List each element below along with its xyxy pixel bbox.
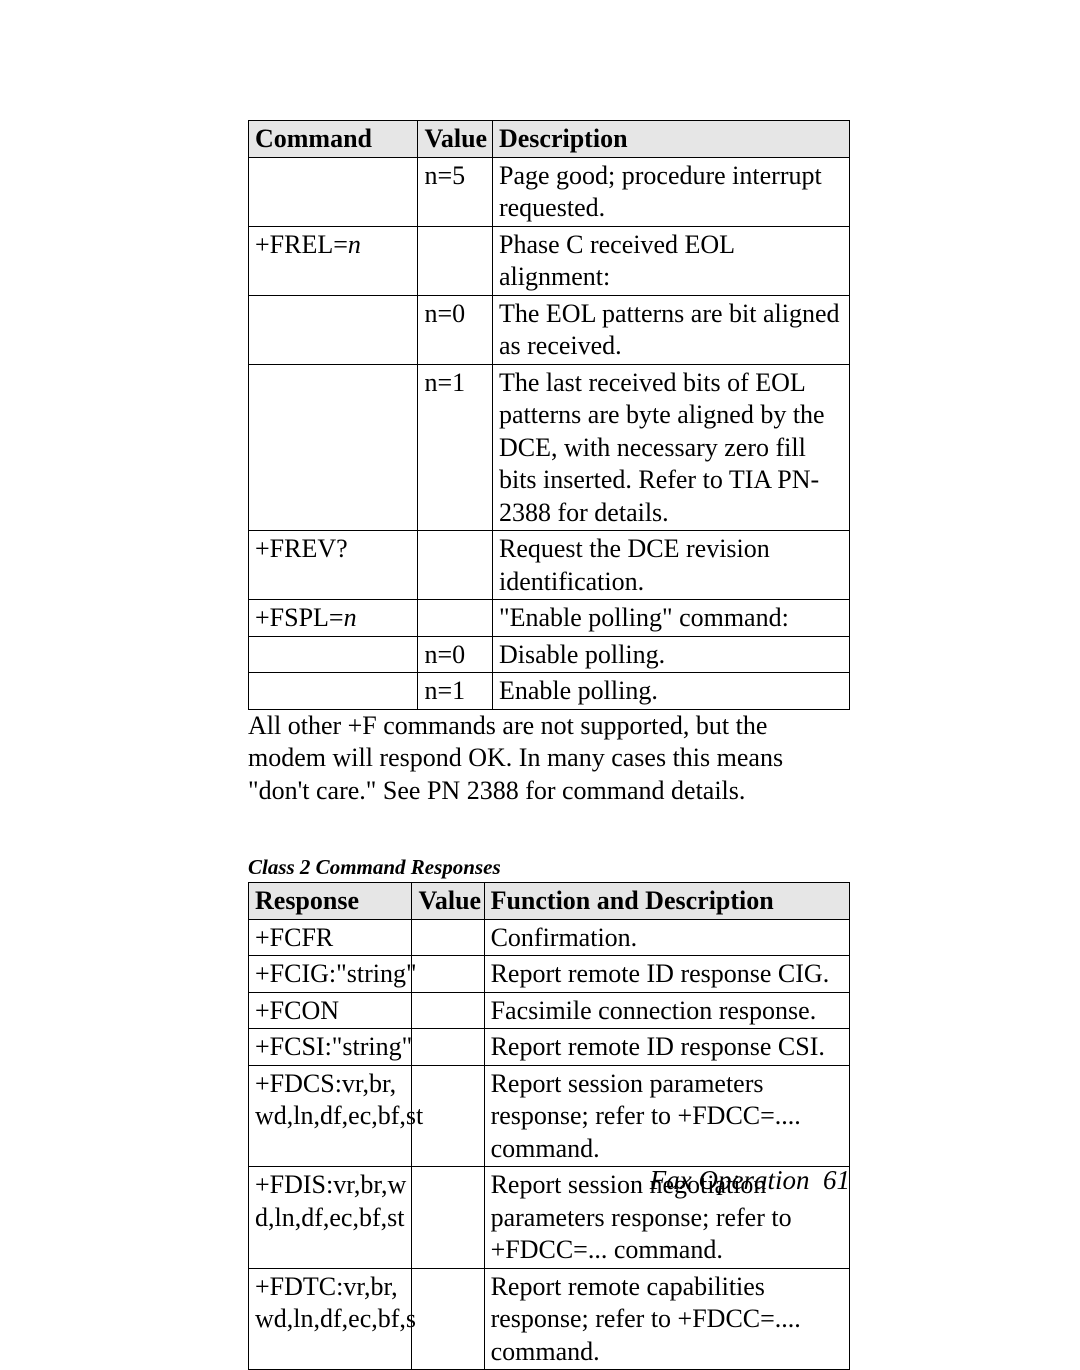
cell-value	[412, 1268, 484, 1370]
table-row: +FCSI:"string" Report remote ID response…	[249, 1029, 850, 1066]
cell-value	[418, 531, 493, 600]
table-row: +FDCS:vr,br, wd,ln,df,ec,bf,st Report se…	[249, 1065, 850, 1167]
table-row: +FCIG:"string" Report remote ID response…	[249, 956, 850, 993]
table-row: +FREV? Request the DCE revision identifi…	[249, 531, 850, 600]
cell-description: Enable polling.	[492, 673, 849, 710]
cell-command	[249, 157, 418, 226]
table-header-row: Response Value Function and Description	[249, 883, 850, 920]
responses-table: Response Value Function and Description …	[248, 882, 850, 1370]
table-row: n=1 Enable polling.	[249, 673, 850, 710]
header-value: Value	[418, 121, 493, 158]
cell-description: Page good; procedure interrupt requested…	[492, 157, 849, 226]
cell-description: Disable polling.	[492, 636, 849, 673]
cell-response: +FCIG:"string"	[249, 956, 412, 993]
cell-value	[412, 1029, 484, 1066]
cell-response: +FDTC:vr,br, wd,ln,df,ec,bf,s	[249, 1268, 412, 1370]
header-value: Value	[412, 883, 484, 920]
cell-function: Facsimile connection response.	[484, 992, 849, 1029]
cell-response: +FCFR	[249, 919, 412, 956]
cell-description: "Enable polling" command:	[492, 600, 849, 637]
cell-value	[418, 600, 493, 637]
cell-command	[249, 295, 418, 364]
cell-value	[418, 226, 493, 295]
table-row: n=0 The EOL patterns are bit aligned as …	[249, 295, 850, 364]
table2-caption: Class 2 Command Responses	[248, 855, 850, 880]
cell-description: The EOL patterns are bit aligned as rece…	[492, 295, 849, 364]
cell-description: The last received bits of EOL patterns a…	[492, 364, 849, 531]
table-row: +FCFR Confirmation.	[249, 919, 850, 956]
cell-value: n=1	[418, 673, 493, 710]
table-row: +FCON Facsimile connection response.	[249, 992, 850, 1029]
footer-label: Fax Operation	[650, 1165, 810, 1195]
cell-response: +FDIS:vr,br,w d,ln,df,ec,bf,st	[249, 1167, 412, 1269]
cell-value: n=0	[418, 636, 493, 673]
cell-description: Request the DCE revision identification.	[492, 531, 849, 600]
note-text: All other +F commands are not supported,…	[248, 710, 850, 808]
cell-command: +FSPL=n	[249, 600, 418, 637]
page: Command Value Description n=5 Page good;…	[0, 0, 1080, 1311]
cmd-suffix: n	[344, 603, 357, 632]
table-row: n=1 The last received bits of EOL patter…	[249, 364, 850, 531]
header-response: Response	[249, 883, 412, 920]
cell-function: Report remote ID response CIG.	[484, 956, 849, 993]
cell-function: Report remote capabilities response; ref…	[484, 1268, 849, 1370]
cell-command	[249, 364, 418, 531]
page-footer: Fax Operation 61	[650, 1165, 850, 1196]
cell-command: +FREV?	[249, 531, 418, 600]
cell-response: +FDCS:vr,br, wd,ln,df,ec,bf,st	[249, 1065, 412, 1167]
cell-value	[412, 919, 484, 956]
cell-function: Confirmation.	[484, 919, 849, 956]
header-function: Function and Description	[484, 883, 849, 920]
cell-function: Report remote ID response CSI.	[484, 1029, 849, 1066]
footer-page-number: 61	[823, 1165, 850, 1195]
cell-function: Report session parameters response; refe…	[484, 1065, 849, 1167]
cell-response: +FCSI:"string"	[249, 1029, 412, 1066]
table-header-row: Command Value Description	[249, 121, 850, 158]
cell-command: +FREL=n	[249, 226, 418, 295]
table-row: +FDTC:vr,br, wd,ln,df,ec,bf,s Report rem…	[249, 1268, 850, 1370]
header-description: Description	[492, 121, 849, 158]
cmd-prefix: +FREL=	[255, 230, 348, 259]
header-command: Command	[249, 121, 418, 158]
table-row: +FREL=n Phase C received EOL alignment:	[249, 226, 850, 295]
table-row: n=0 Disable polling.	[249, 636, 850, 673]
cell-value: n=1	[418, 364, 493, 531]
cell-value	[412, 956, 484, 993]
cell-description: Phase C received EOL alignment:	[492, 226, 849, 295]
cell-command	[249, 636, 418, 673]
cmd-prefix: +FSPL=	[255, 603, 344, 632]
commands-table: Command Value Description n=5 Page good;…	[248, 120, 850, 710]
cell-value	[412, 992, 484, 1029]
table-row: +FSPL=n "Enable polling" command:	[249, 600, 850, 637]
cell-command	[249, 673, 418, 710]
cell-value: n=0	[418, 295, 493, 364]
cell-value: n=5	[418, 157, 493, 226]
table-row: n=5 Page good; procedure interrupt reque…	[249, 157, 850, 226]
cell-response: +FCON	[249, 992, 412, 1029]
cmd-suffix: n	[348, 230, 361, 259]
cell-value	[412, 1167, 484, 1269]
